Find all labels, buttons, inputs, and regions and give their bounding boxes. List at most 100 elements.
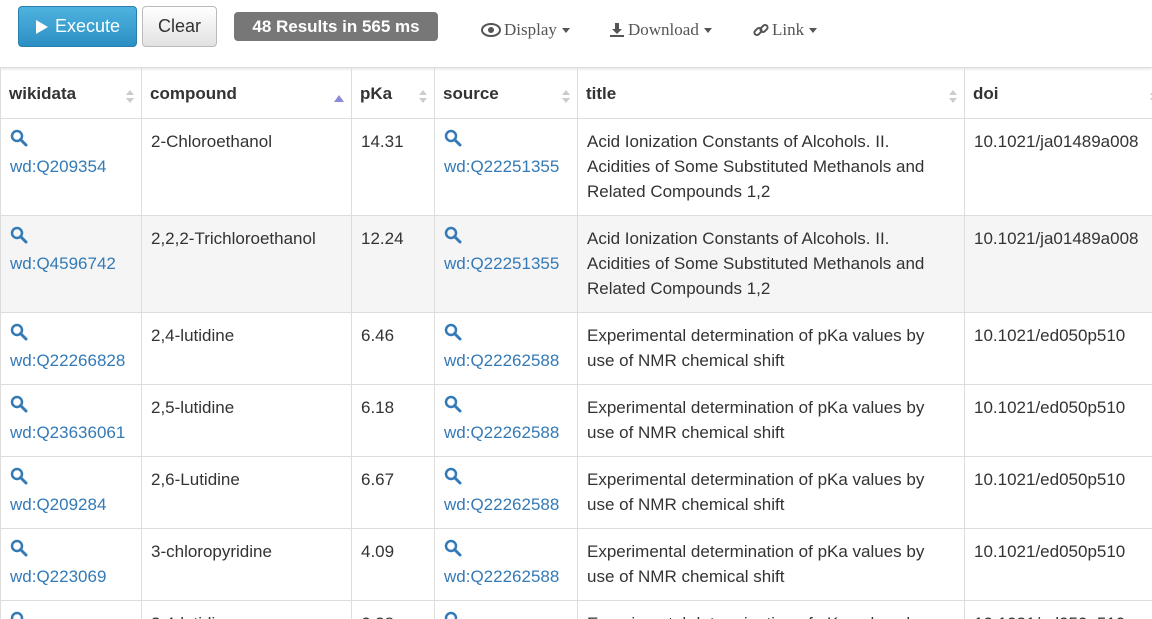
entity-link[interactable]: wd:Q223069 [10,567,107,586]
entity-link[interactable]: wd:Q23636061 [10,423,126,442]
search-icon[interactable] [444,395,462,413]
column-header[interactable]: doi [964,68,1152,119]
column-header-label: pKa [360,83,393,103]
result-row: wd:Q209354 2-Chloroethanol 14.31 wd:Q222513… [0,118,1152,216]
search-icon[interactable] [444,226,462,244]
clear-button[interactable]: Clear [142,6,217,47]
cell-doi: 10.1021/ja01489a008 [964,215,1152,313]
cell-text: 10.1021/ed050p510 [974,614,1125,619]
result-row: wd:Q22266828 2,4-lutidine 6.46 wd:Q22262588… [0,312,1152,385]
cell-wikidata [0,600,142,619]
cell-text: 6.67 [361,470,395,489]
cell-text: 10.1021/ed050p510 [974,398,1126,417]
header-row: wikidata compound pKa source title doi [0,68,1152,119]
result-row: wd:Q223069 3-chloropyridine 4.09 wd:Q222625… [0,528,1152,601]
cell-title: Acid Ionization Constants of Alcohols. I… [577,215,965,313]
sort-both [562,90,570,103]
sort-both [949,90,957,103]
results-table: wikidata compound pKa source title doi wd:Q20… [0,68,1152,619]
cell-text: 10.1021/ja01489a008 [974,132,1139,151]
search-icon[interactable] [444,323,462,341]
link-icon [753,23,769,37]
cell-text: 4.09 [361,542,395,561]
search-icon[interactable] [444,611,462,619]
toolbar: Execute Clear 48 Results in 565 ms Displ… [0,0,1152,68]
search-icon[interactable] [10,129,28,147]
icon-line [444,467,567,492]
column-header[interactable]: source [434,68,578,119]
cell-source [434,600,578,619]
search-icon[interactable] [444,467,462,485]
cell-compound: 3,4-lutidine [141,600,352,619]
sort-asc [334,95,344,102]
link-label: Link [772,20,805,39]
search-icon[interactable] [10,539,28,557]
cell-text: Experimental determination of pKa values… [587,470,925,514]
entity-link[interactable]: wd:Q209284 [10,495,107,514]
search-icon[interactable] [444,539,462,557]
cell-text: 2,5-lutidine [151,398,235,417]
sort-both [126,90,134,103]
cell-wikidata: wd:Q223069 [0,528,142,601]
search-icon[interactable] [10,323,28,341]
entity-link[interactable]: wd:Q22251355 [444,254,560,273]
cell-pka: 6.28 [351,600,435,619]
entity-link[interactable]: wd:Q4596742 [10,254,116,273]
icon-line [444,539,567,564]
cell-doi: 10.1021/ed050p510 [964,528,1152,601]
entity-link[interactable]: wd:Q22262588 [444,567,560,586]
cell-title: Experimental determination of pKa values… [577,384,965,457]
column-header[interactable]: title [577,68,965,119]
column-header-label: wikidata [9,83,77,103]
results-table-container: wikidata compound pKa source title doi wd:Q20… [0,68,1152,619]
play-icon [35,19,48,34]
search-icon[interactable] [10,467,28,485]
link-menu[interactable]: Link [753,20,818,40]
cell-doi: 10.1021/ed050p510 [964,456,1152,529]
entity-link[interactable]: wd:Q22262588 [444,495,560,514]
cell-pka: 12.24 [351,215,435,313]
icon-line [444,226,567,251]
cell-pka: 6.67 [351,456,435,529]
search-icon[interactable] [10,226,28,244]
cell-text: 10.1021/ed050p510 [974,542,1126,561]
icon-line [10,539,131,564]
display-menu[interactable]: Display [481,20,570,40]
cell-text: Experimental determination of pKa values… [587,398,925,442]
icon-line [10,467,131,492]
column-header[interactable]: compound [141,68,352,119]
execute-label: Execute [54,16,121,36]
cell-doi: 10.1021/ed050p510 [964,600,1152,619]
column-header[interactable]: wikidata [0,68,142,119]
result-row: wd:Q209284 2,6-Lutidine 6.67 wd:Q22262588 Ex… [0,456,1152,529]
cell-source: wd:Q22262588 [434,384,578,457]
search-icon[interactable] [10,611,28,619]
icon-line [10,323,131,348]
eye-icon [481,23,501,37]
column-header-label: compound [150,83,237,103]
download-label: Download [628,20,699,39]
cell-pka: 14.31 [351,118,435,216]
download-menu[interactable]: Download [609,20,712,40]
cell-title: Acid Ionization Constants of Alcohols. I… [577,118,965,216]
entity-link[interactable]: wd:Q22262588 [444,351,560,370]
cell-compound: 2,2,2-Trichloroethanol [141,215,352,313]
icon-line [444,611,567,619]
search-icon[interactable] [444,129,462,147]
cell-text: 2,4-lutidine [151,326,235,345]
cell-source: wd:Q22262588 [434,312,578,385]
entity-link[interactable]: wd:Q22266828 [10,351,126,370]
cell-pka: 6.46 [351,312,435,385]
entity-link[interactable]: wd:Q22251355 [444,157,560,176]
column-header[interactable]: pKa [351,68,435,119]
entity-link[interactable]: wd:Q209354 [10,157,107,176]
search-icon[interactable] [10,395,28,413]
cell-text: Experimental determination of pKa values… [587,614,924,619]
cell-source: wd:Q22251355 [434,118,578,216]
cell-text: Experimental determination of pKa values… [587,542,925,586]
execute-button[interactable]: Execute [18,6,137,47]
cell-text: 6.46 [361,326,395,345]
entity-link[interactable]: wd:Q22262588 [444,423,560,442]
cell-compound: 2,4-lutidine [141,312,352,385]
cell-wikidata: wd:Q4596742 [0,215,142,313]
